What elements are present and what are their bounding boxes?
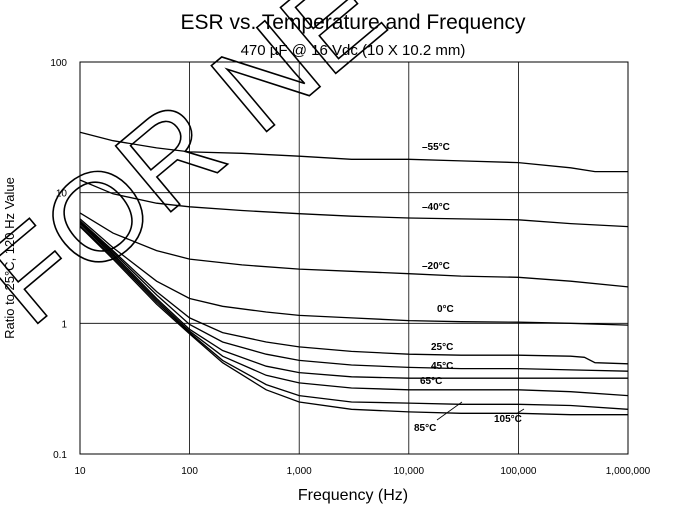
series-line	[79, 212, 629, 288]
series-label: 85°C	[414, 423, 436, 434]
series-label: –20°C	[422, 261, 450, 272]
series-line	[79, 226, 628, 416]
series-labels: –55°C –40°C –20°C 0°C 25°C 45°C 65°C 85°C 105°C	[414, 142, 525, 434]
chart-title: ESR vs. Temperature and Frequency	[180, 11, 526, 34]
series-label: 45°C	[431, 361, 453, 372]
y-axis-label: Ratio to 25°C, 120 Hz Value	[2, 177, 17, 339]
x-tick-label: 1,000,000	[606, 466, 651, 477]
series-label: 105°C	[494, 414, 522, 425]
leader-line-105c	[515, 408, 525, 415]
series-line	[79, 222, 628, 379]
series-label: 0°C	[437, 304, 454, 315]
x-tick-label: 1,000	[287, 466, 312, 477]
tick-labels: 10 100 1,000 10,000 100,000 1,000,000 0.1 1 10 10…	[50, 58, 650, 477]
series-line	[79, 225, 629, 410]
series-label: 65°C	[420, 376, 442, 387]
x-tick-label: 100	[181, 466, 198, 477]
y-tick-label: 1	[61, 319, 67, 330]
chart-subtitle: 470 µF @ 16 Vdc (10 X 10.2 mm)	[241, 42, 466, 59]
x-axis-label: Frequency (Hz)	[298, 487, 408, 504]
y-tick-label: 100	[50, 58, 67, 69]
series-lines	[79, 131, 629, 416]
series-line	[79, 218, 629, 326]
plot-frame	[79, 61, 629, 455]
series-line	[79, 221, 629, 372]
y-tick-label: 0.1	[53, 450, 67, 461]
series-line	[79, 223, 629, 397]
series-line	[79, 220, 629, 365]
series-line	[79, 131, 628, 173]
grid	[80, 62, 628, 454]
y-tick-label: 10	[56, 189, 68, 200]
x-tick-label: 10	[74, 466, 86, 477]
series-label: –55°C	[422, 142, 450, 153]
x-tick-label: 10,000	[394, 466, 425, 477]
x-tick-label: 100,000	[500, 466, 537, 477]
series-label: 25°C	[431, 342, 453, 353]
leader-line-85c	[436, 401, 463, 421]
series-label: –40°C	[422, 202, 450, 213]
series-line	[79, 179, 629, 228]
